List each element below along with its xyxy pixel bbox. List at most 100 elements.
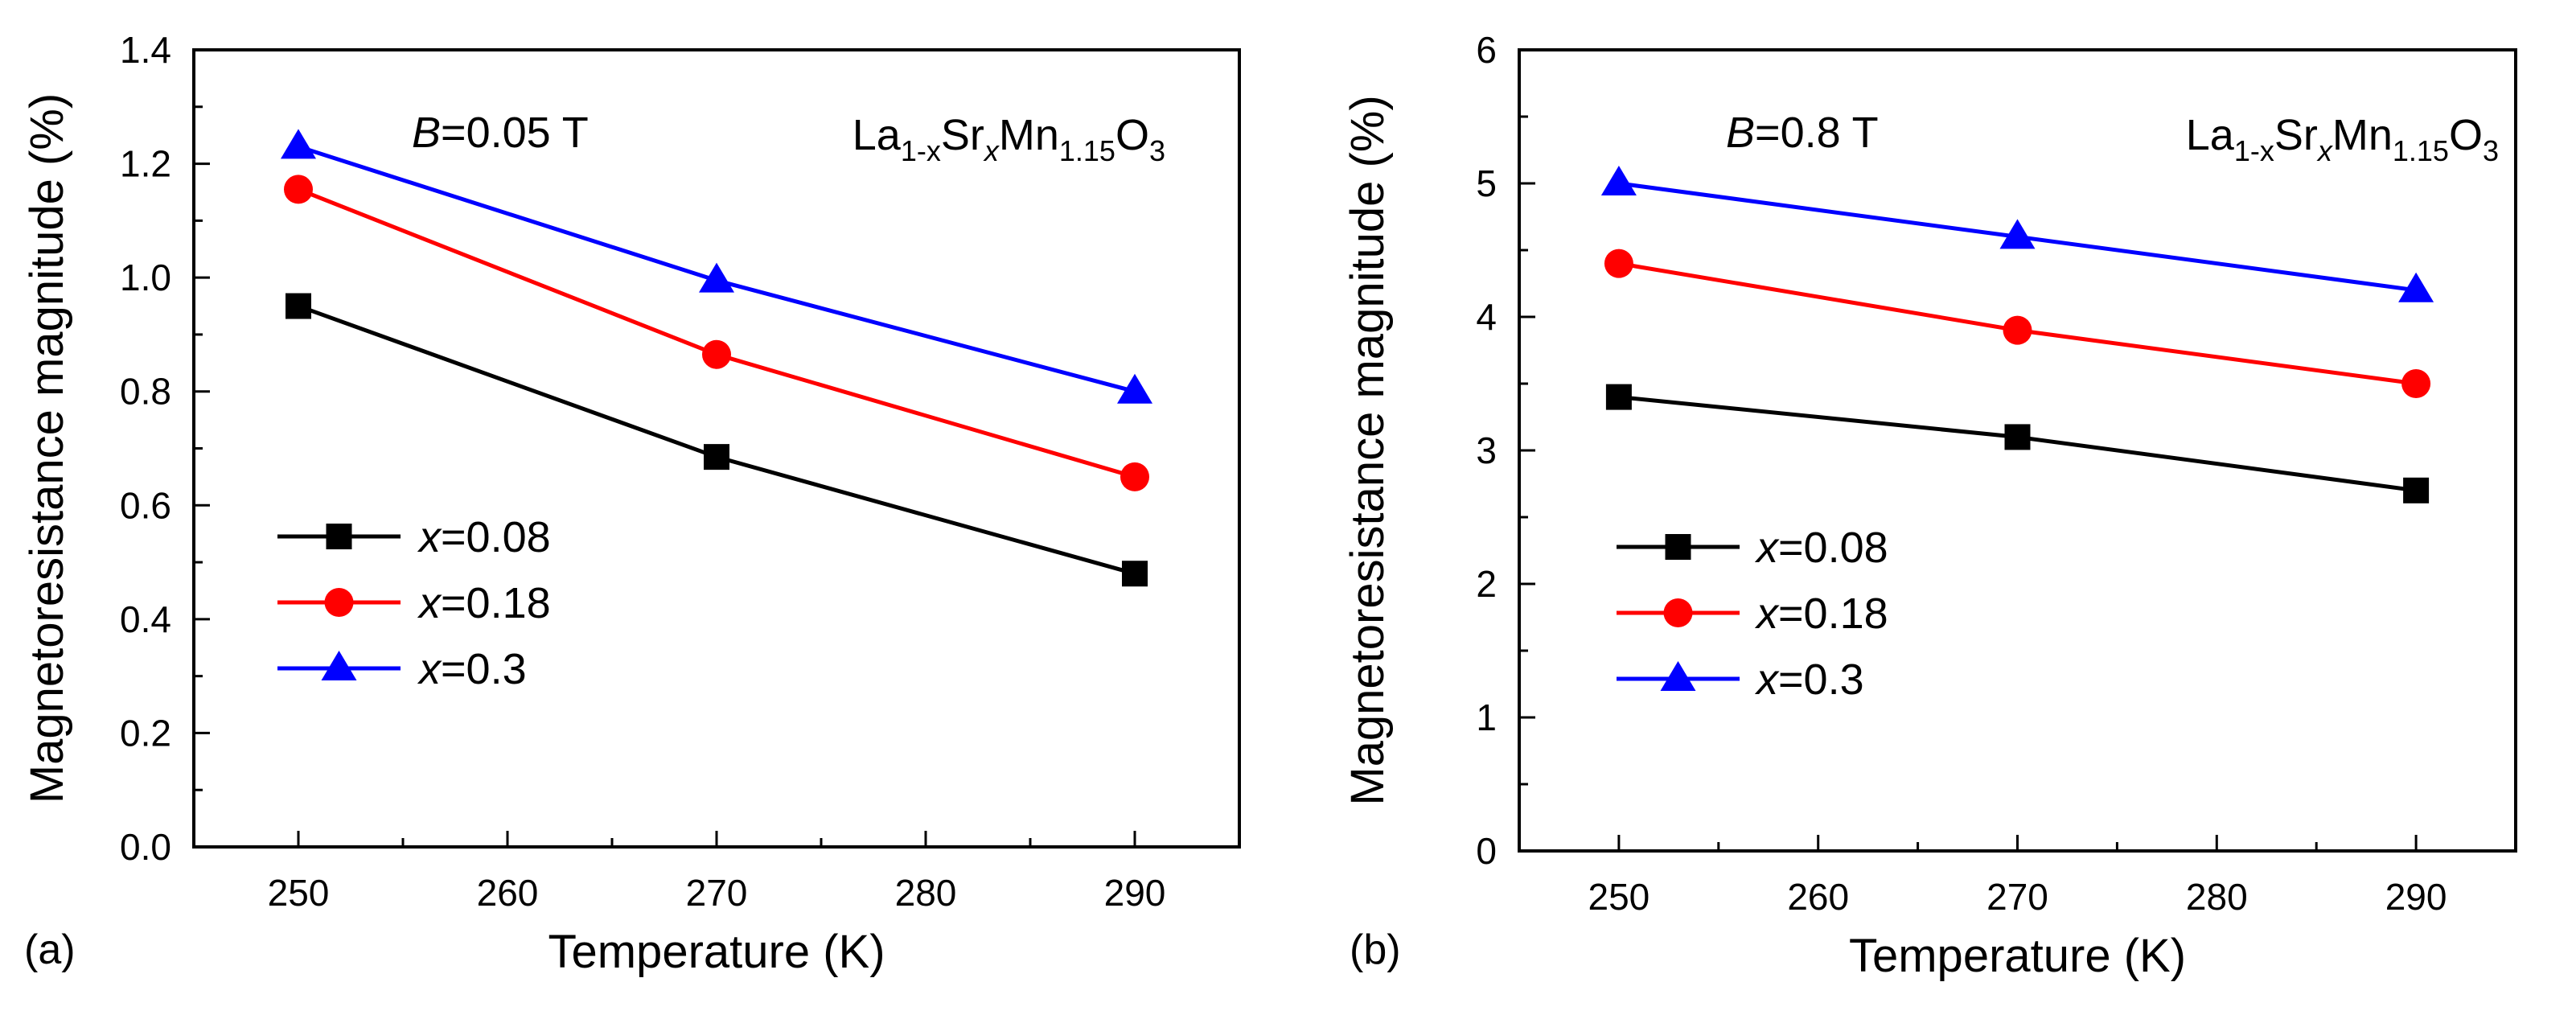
field-symbol: B (412, 109, 441, 157)
legend-entry: x=0.08 (1617, 524, 1888, 572)
y-tick-label: 0.6 (120, 484, 171, 526)
y-tick-label: 3 (1476, 429, 1497, 471)
legend-value: =0.08 (441, 513, 551, 561)
data-point (1999, 219, 2036, 249)
data-point (702, 339, 731, 369)
y-tick-label: 6 (1476, 29, 1497, 71)
y-tick-label: 2 (1476, 563, 1497, 605)
data-point (2004, 424, 2031, 450)
legend-label: x=0.08 (417, 513, 551, 561)
data-point (1117, 373, 1152, 404)
y-axis-title: Magnetoresistance magnitude (%) (21, 93, 73, 803)
legend-label: x=0.18 (1754, 590, 1888, 638)
formula-subscript: 3 (2483, 134, 2499, 167)
formula-subscript: 1-x (2234, 134, 2274, 167)
formula-part: Sr (2274, 111, 2318, 159)
x-tick-label: 250 (268, 872, 330, 914)
data-point (704, 444, 729, 471)
y-tick-label: 4 (1476, 296, 1497, 338)
series-circle (1604, 249, 2431, 398)
panel-label: (a) (24, 927, 76, 973)
series-square (1605, 384, 2430, 503)
formula-subscript: 1.15 (1059, 134, 1115, 167)
legend-value: =0.18 (441, 579, 551, 627)
x-tick-label: 270 (1986, 876, 2048, 918)
data-point (281, 129, 316, 159)
plot-frame (1518, 48, 2517, 853)
x-tick-label: 280 (2186, 876, 2248, 918)
chart-panel-b: 250 260 270 280 290 0 1 2 3 4 5 6 Temperature (K) Mag… (1341, 29, 2517, 982)
series-circle (284, 175, 1149, 491)
formula-part: Sr (941, 111, 984, 159)
series-line (298, 187, 1136, 479)
legend-variable: x (1754, 655, 1780, 704)
x-tick-label: 270 (686, 872, 748, 914)
y-tick-label: 0.4 (120, 598, 171, 640)
x-tick-label: 290 (1104, 872, 1166, 914)
field-symbol: B (1726, 109, 1755, 157)
data-point (2401, 369, 2431, 398)
data-point (2003, 315, 2032, 345)
legend-variable: x (417, 645, 442, 693)
y-tick-label: 1 (1476, 697, 1497, 738)
formula-part: Mn (2332, 111, 2393, 159)
data-point (286, 293, 311, 319)
formula-subscript: 3 (1149, 134, 1165, 167)
field-value: =0.8 T (1755, 109, 1879, 157)
formula-subscript: 1.15 (2393, 134, 2449, 167)
x-tick-label: 250 (1588, 876, 1650, 918)
legend-entry: x=0.3 (1617, 655, 1864, 704)
legend-marker (324, 588, 354, 617)
formula-subscript: x (983, 134, 1000, 167)
data-point (1604, 249, 1633, 278)
formula-subscript: 1-x (901, 134, 941, 167)
formula-part: O (2449, 111, 2483, 159)
field-value: =0.05 T (441, 109, 589, 157)
data-point (284, 175, 313, 204)
y-tick-label: 1.0 (120, 257, 171, 298)
series-square (286, 293, 1148, 587)
data-point (1605, 384, 1632, 410)
formula-part: Mn (999, 111, 1059, 159)
x-axis-title: Temperature (K) (1849, 930, 2186, 982)
legend-variable: x (417, 579, 442, 627)
x-tick-label: 260 (477, 872, 539, 914)
data-point (2398, 272, 2434, 302)
data-point (1600, 166, 1637, 195)
x-tick-label: 260 (1787, 876, 1849, 918)
legend-entry: x=0.3 (277, 645, 527, 693)
formula-annotation: La1-xSrxMn1.15O3 (853, 111, 1165, 167)
series-triangle (281, 129, 1152, 404)
field-annotation: B=0.05 T (412, 109, 589, 157)
legend-marker (321, 651, 357, 680)
series-triangle (1600, 166, 2434, 302)
y-tick-label: 1.4 (120, 29, 171, 71)
chart-panel-a: 250 260 270 280 290 0.0 0.2 0.4 0.6 0.8 1.0 1.2 1.4 T… (21, 29, 1241, 978)
formula-subscript: x (2316, 134, 2334, 167)
legend-label: x=0.3 (1754, 655, 1864, 704)
y-tick-label: 0 (1476, 830, 1497, 872)
legend-label: x=0.08 (1754, 524, 1888, 572)
legend-entry: x=0.08 (277, 513, 551, 561)
legend-value: =0.08 (1778, 524, 1888, 572)
y-tick-label: 5 (1476, 162, 1497, 204)
legend-value: =0.3 (441, 645, 527, 693)
legend-variable: x (417, 513, 442, 561)
legend-variable: x (1754, 590, 1780, 638)
legend-marker (1663, 598, 1693, 627)
y-tick-label: 0.8 (120, 371, 171, 413)
legend-marker (1665, 534, 1691, 560)
legend-entry: x=0.18 (277, 579, 551, 627)
legend-value: =0.18 (1778, 590, 1888, 638)
legend-marker (1660, 661, 1696, 691)
legend-value: =0.3 (1778, 655, 1864, 704)
legend-variable: x (1754, 524, 1780, 572)
formula-part: O (1115, 111, 1149, 159)
formula-part: La (2186, 111, 2235, 159)
y-tick-label: 0.2 (120, 712, 171, 754)
y-tick-label: 0.0 (120, 826, 171, 868)
panel-label: (b) (1350, 927, 1401, 973)
y-tick-label: 1.2 (120, 143, 171, 185)
formula-annotation: La1-xSrxMn1.15O3 (2186, 111, 2499, 167)
